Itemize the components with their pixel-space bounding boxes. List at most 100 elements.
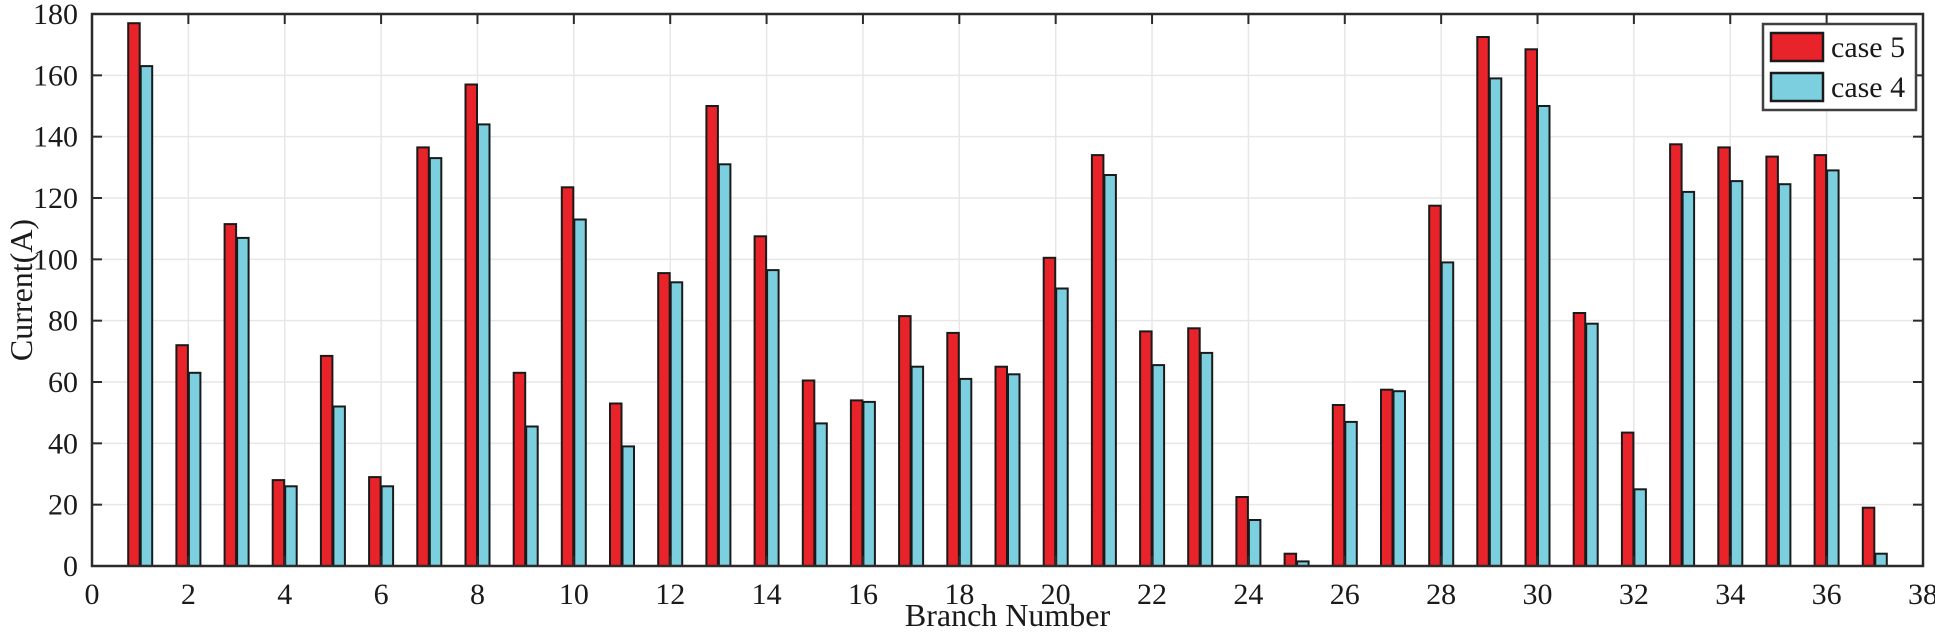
x-tick-label: 38: [1908, 578, 1935, 611]
x-tick-label: 12: [655, 578, 685, 611]
bar-case-5-branch-16: [849, 399, 864, 567]
bar-case-4-branch-29: [1488, 77, 1503, 568]
bar-case-5-branch-23: [1187, 327, 1201, 567]
bar-case-4-branch-20: [1055, 287, 1069, 567]
bar-case-4-branch-13: [717, 163, 732, 568]
bar-case-5-branch-18: [946, 331, 960, 567]
x-tick-label: 16: [848, 578, 878, 611]
bar-case-5-branch-19: [994, 365, 1008, 568]
bar-case-5-branch-22: [1139, 330, 1153, 567]
legend-label-case-4: case 4: [1831, 71, 1905, 104]
bar-case-4-branch-22: [1151, 364, 1166, 567]
x-tick-label: 20: [1041, 578, 1071, 611]
bar-case-4-branch-30: [1537, 105, 1551, 567]
bar-case-4-branch-8: [477, 123, 491, 568]
x-tick-label: 24: [1233, 578, 1263, 611]
bar-case-5-branch-20: [1042, 256, 1057, 567]
bar-case-5-branch-17: [898, 315, 912, 567]
bar-case-5-branch-6: [368, 476, 382, 568]
bar-case-4-branch-6: [380, 485, 395, 567]
bar-case-4-branch-19: [1007, 373, 1021, 567]
x-tick-label: 14: [752, 578, 782, 611]
bar-case-4-branch-2: [187, 371, 202, 567]
x-tick-label: 30: [1523, 578, 1553, 611]
bar-case-5-branch-4: [271, 479, 286, 568]
bar-case-5-branch-12: [657, 272, 671, 567]
bar-case-5-branch-8: [464, 83, 478, 567]
bar-case-4-branch-26: [1344, 420, 1358, 567]
x-tick-label: 8: [470, 578, 485, 611]
bar-case-4-branch-4: [284, 485, 298, 567]
bar-case-4-branch-32: [1633, 488, 1647, 567]
bar-case-5-branch-29: [1476, 36, 1490, 567]
bar-case-5-branch-36: [1813, 154, 1828, 567]
bar-case-5-branch-11: [609, 402, 623, 567]
bar-case-4-branch-15: [814, 422, 828, 567]
legend: case 5 case 4: [1761, 22, 1918, 112]
bar-case-4-branch-3: [236, 236, 250, 567]
x-tick-label: 18: [944, 578, 974, 611]
bars: [127, 22, 1888, 568]
bar-case-5-branch-24: [1235, 496, 1249, 567]
y-tick-label: 40: [48, 427, 78, 460]
y-tick-label: 0: [63, 550, 78, 583]
x-tick-label: 28: [1426, 578, 1456, 611]
tick-marks: [91, 13, 1924, 567]
bar-case-5-branch-26: [1331, 404, 1346, 567]
bar-case-4-branch-11: [621, 445, 635, 567]
bar-case-4-branch-28: [1440, 261, 1455, 567]
x-tick-label: 36: [1812, 578, 1842, 611]
x-tick-label: 4: [277, 578, 292, 611]
x-axis-title: Branch Number: [905, 597, 1111, 633]
bar-case-4-branch-17: [910, 365, 925, 568]
bar-case-5-branch-2: [175, 344, 189, 568]
y-tick-label: 80: [48, 305, 78, 338]
y-tick-label: 100: [33, 243, 78, 276]
bar-case-4-branch-21: [1103, 174, 1117, 567]
axis-frame: [90, 12, 1925, 568]
bar-case-4-branch-36: [1826, 169, 1840, 567]
bar-case-4-branch-10: [573, 218, 587, 567]
bar-case-4-branch-23: [1199, 351, 1214, 567]
x-tick-label: 32: [1619, 578, 1649, 611]
legend-swatch-case-5: [1769, 31, 1825, 63]
x-tick-label: 6: [374, 578, 389, 611]
y-tick-label: 60: [48, 366, 78, 399]
x-tick-label: 34: [1715, 578, 1745, 611]
bar-case-5-branch-13: [705, 105, 719, 567]
bar-case-5-branch-30: [1524, 48, 1538, 568]
bar-case-4-branch-27: [1392, 390, 1406, 568]
bar-case-5-branch-1: [127, 22, 141, 567]
bar-case-5-branch-31: [1572, 312, 1587, 567]
bar-case-4-branch-31: [1585, 322, 1599, 568]
bar-case-5-branch-34: [1717, 146, 1731, 567]
bar-case-5-branch-32: [1620, 431, 1635, 567]
bar-case-4-branch-24: [1247, 519, 1262, 567]
y-tick-label: 160: [33, 59, 78, 92]
y-axis-title: Current(A): [3, 219, 39, 361]
bar-case-4-branch-1: [139, 65, 154, 567]
legend-swatch-case-4: [1769, 71, 1825, 103]
bar-case-5-branch-27: [1380, 388, 1394, 568]
bar-case-5-branch-35: [1765, 155, 1779, 567]
x-tick-label: 26: [1330, 578, 1360, 611]
bar-case-4-branch-33: [1681, 190, 1696, 567]
x-tick-labels: 0 2 4 6 8 10 12 14 16 18 20 22 24 26 28 30 32 34 36 38: [85, 578, 1935, 611]
bar-case-5-branch-37: [1861, 506, 1876, 568]
y-tick-label: 180: [33, 0, 78, 31]
bar-case-5-branch-15: [801, 379, 816, 567]
bar-case-5-branch-33: [1669, 143, 1683, 568]
bar-case-4-branch-14: [766, 269, 780, 567]
x-tick-label: 10: [559, 578, 589, 611]
bar-case-5-branch-14: [753, 235, 768, 568]
bar-case-5-branch-5: [319, 354, 334, 567]
x-tick-label: 22: [1137, 578, 1167, 611]
bar-case-5-branch-7: [416, 146, 430, 567]
bar-case-4-branch-9: [525, 425, 539, 567]
bar-case-5-branch-25: [1283, 552, 1298, 568]
bar-case-5-branch-21: [1090, 154, 1105, 567]
bar-case-4-branch-37: [1874, 552, 1888, 568]
bar-case-5-branch-28: [1428, 204, 1442, 567]
